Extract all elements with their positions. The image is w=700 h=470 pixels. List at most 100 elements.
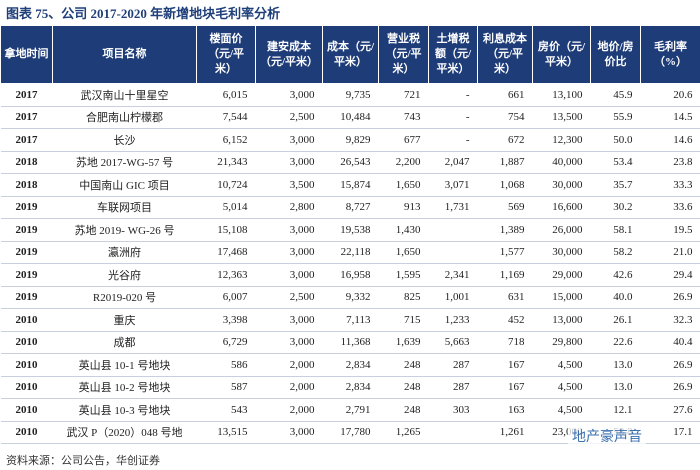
table-cell: 631 [477,286,533,309]
table-cell: 1,577 [477,241,533,264]
column-header: 成本（元/平米） [322,25,379,84]
table-cell: - [428,106,478,129]
table-cell: 586 [196,353,256,377]
table-cell: 2010 [0,376,53,399]
table-cell: 3,000 [255,308,323,332]
table-cell: 4,500 [532,353,591,377]
table-cell: 1,595 [378,263,429,287]
table-cell: 8,727 [322,196,379,219]
table-cell: 2,200 [378,151,429,174]
table-cell: 车联网项目 [52,196,197,219]
column-header: 利息成本（元/平米） [477,25,533,84]
table-cell: 5,014 [196,196,256,219]
table-cell: 13.0 [590,376,641,399]
table-cell: 13,515 [196,421,256,444]
table-cell: 26,543 [322,151,379,174]
table-cell: 543 [196,398,256,422]
table-cell: 2,000 [255,398,323,422]
table-cell: 7,113 [322,308,379,332]
source-note: 资料来源：公司公告，华创证券 [6,455,160,467]
table-cell: 167 [477,376,533,399]
table-cell: 6,152 [196,128,256,152]
table-cell: 10,484 [322,106,379,129]
table-cell: 2,500 [255,286,323,309]
table-cell: 13,100 [532,83,591,107]
table-cell: 13.0 [590,353,641,377]
table-cell: 33.3 [640,173,700,197]
table-cell: 23.8 [640,151,700,174]
table-cell: 17,780 [322,421,379,444]
table-cell: 英山县 10-1 号地块 [52,353,197,377]
table-row: 2019 苏地 2019- WG-26 号 15,108 3,000 19,538 1,4… [0,218,700,242]
table-cell: 2019 [0,218,53,242]
table-cell: 2,000 [255,376,323,399]
table-cell: 1,068 [477,173,533,197]
table-row: 2019 R2019-020 号 6,007 2,500 9,332 825 1,001 63… [0,286,700,309]
table-cell: 303 [428,398,478,422]
table-cell: 167 [477,353,533,377]
table-row: 2010 重庆 3,398 3,000 7,113 715 1,233 452 13,000 26… [0,308,700,332]
table-cell: 2019 [0,263,53,287]
table-cell: 35.7 [590,173,641,197]
table-cell: 1,650 [378,241,429,264]
table-cell: 45.9 [590,83,641,107]
table-cell: 3,000 [255,263,323,287]
table-cell: 14.6 [640,128,700,152]
table-row: 2019 瀛洲府 17,468 3,000 22,118 1,650 1,577 30,000… [0,241,700,264]
table-cell: 672 [477,128,533,152]
table-cell: 2,341 [428,263,478,287]
table-cell: 26.9 [640,376,700,399]
table-cell: 2,800 [255,196,323,219]
table-cell: 19.5 [640,218,700,242]
table-cell: 13,500 [532,106,591,129]
column-header: 项目名称 [52,25,197,84]
table-cell: 22.6 [590,331,641,354]
column-header: 地价/房价比 [590,25,641,84]
table-cell: 50.0 [590,128,641,152]
table-cell: 武汉 P（2020）048 号地 [52,421,197,444]
table-cell: 合肥南山柠檬郡 [52,106,197,129]
table-cell: 6,729 [196,331,256,354]
table-cell: 33.6 [640,196,700,219]
table-cell: - [428,83,478,107]
table-cell: 12,300 [532,128,591,152]
table-cell: 2010 [0,398,53,422]
table-cell: 163 [477,398,533,422]
data-table: 拿地时间 项目名称 楼面价（元/平米） 建安成本（元/平米） 成本（元/平米） 营业税（元… [0,25,700,444]
table-row: 2017 武汉南山十里星空 6,015 3,000 9,735 721-661 13,100… [0,83,700,107]
table-cell: 287 [428,376,478,399]
table-cell: 英山县 10-2 号地块 [52,376,197,399]
table-cell: 2019 [0,196,53,219]
table-cell: 1,265 [378,421,429,444]
table-cell: 3,000 [255,128,323,152]
table-cell: 12,363 [196,263,256,287]
table-cell: 4,500 [532,376,591,399]
table-cell: - [428,128,478,152]
table-cell: 6,015 [196,83,256,107]
table-cell: 13,000 [532,308,591,332]
table-cell: 715 [378,308,429,332]
table-cell: 17,468 [196,241,256,264]
table-cell: 2019 [0,241,53,264]
table-cell: 248 [378,376,429,399]
table-cell: 677 [378,128,429,152]
table-cell: 成都 [52,331,197,354]
table-cell: 2017 [0,128,53,152]
table-cell: 3,000 [255,83,323,107]
column-header: 土增税额（元/平米） [428,25,478,84]
column-header: 建安成本（元/平米） [255,25,323,84]
table-cell: 2017 [0,106,53,129]
table-cell: 11,368 [322,331,379,354]
title: 图表 75、公司 2017-2020 年新增地块毛利率分析 [6,3,696,26]
table-cell: 1,261 [477,421,533,444]
table-cell: 7,544 [196,106,256,129]
table-cell: 287 [428,353,478,377]
table-cell: 1,233 [428,308,478,332]
table-row: 2017 合肥南山柠檬郡 7,544 2,500 10,484 743-754 13,500… [0,106,700,129]
table-cell: 42.6 [590,263,641,287]
table-cell: 3,000 [255,241,323,264]
table-cell: 569 [477,196,533,219]
table-cell: 26,000 [532,218,591,242]
table-cell: 53.4 [590,151,641,174]
